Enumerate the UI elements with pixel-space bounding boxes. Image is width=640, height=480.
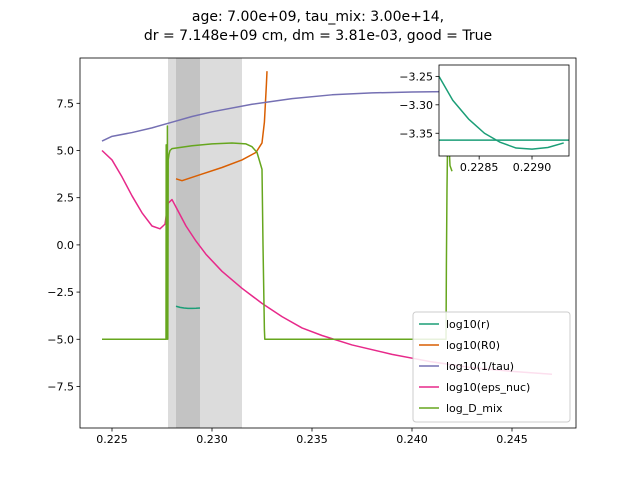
series-line-1 [439, 76, 564, 150]
y-tick-label: −5.0 [47, 333, 74, 346]
y-tick-label: −2.5 [47, 286, 74, 299]
legend-label-2: log10(R0) [446, 339, 500, 352]
chart-title-line-2: dr = 7.148e+09 cm, dm = 3.81e-03, good =… [144, 28, 492, 44]
y-tick-label: 7.5 [57, 97, 75, 110]
plot-area-background [439, 65, 569, 156]
shaded-region-2 [176, 58, 200, 428]
x-tick-label: 0.245 [496, 433, 528, 446]
x-tick-label: 0.240 [396, 433, 428, 446]
x-tick-label: 0.225 [96, 433, 128, 446]
series-line-1 [175, 305, 201, 310]
series-line-2 [175, 71, 268, 182]
series-line-4 [101, 149, 553, 375]
series-line-3 [101, 90, 445, 142]
plot-frame [438, 64, 570, 157]
plot-frame [79, 57, 577, 429]
chart-title-line-1: age: 7.00e+09, tau_mix: 3.00e+14, [192, 9, 444, 25]
y-tick-label: −3.25 [399, 70, 433, 83]
legend-box [412, 311, 571, 423]
y-tick-label: 0.0 [57, 239, 75, 252]
x-tick-label: 0.235 [296, 433, 328, 446]
legend: log10(r) log10(R0) log10(1/tau) log10(eps_n… [412, 311, 571, 423]
series-line-5 [102, 125, 453, 341]
plot-marks [101, 58, 553, 428]
legend-label-5: log_D_mix [446, 402, 503, 415]
x-tick-label: 0.2290 [513, 161, 552, 174]
y-tick-label: −3.30 [399, 99, 433, 112]
plot-marks [439, 76, 569, 150]
inset-plot: 0.2285 0.2290 −3.25 −3.30 −3.35 [399, 64, 570, 174]
legend-label-1: log10(r) [446, 318, 490, 331]
y-tick-label: 5.0 [57, 145, 75, 158]
y-tick-label: −3.35 [399, 127, 433, 140]
legend-label-3: log10(1/tau) [446, 360, 514, 373]
y-tick-label: −7.5 [47, 380, 74, 393]
x-tick-label: 0.230 [196, 433, 228, 446]
legend-label-4: log10(eps_nuc) [446, 381, 530, 394]
x-tick-label: 0.2285 [460, 161, 499, 174]
y-tick-label: 2.5 [57, 192, 75, 205]
